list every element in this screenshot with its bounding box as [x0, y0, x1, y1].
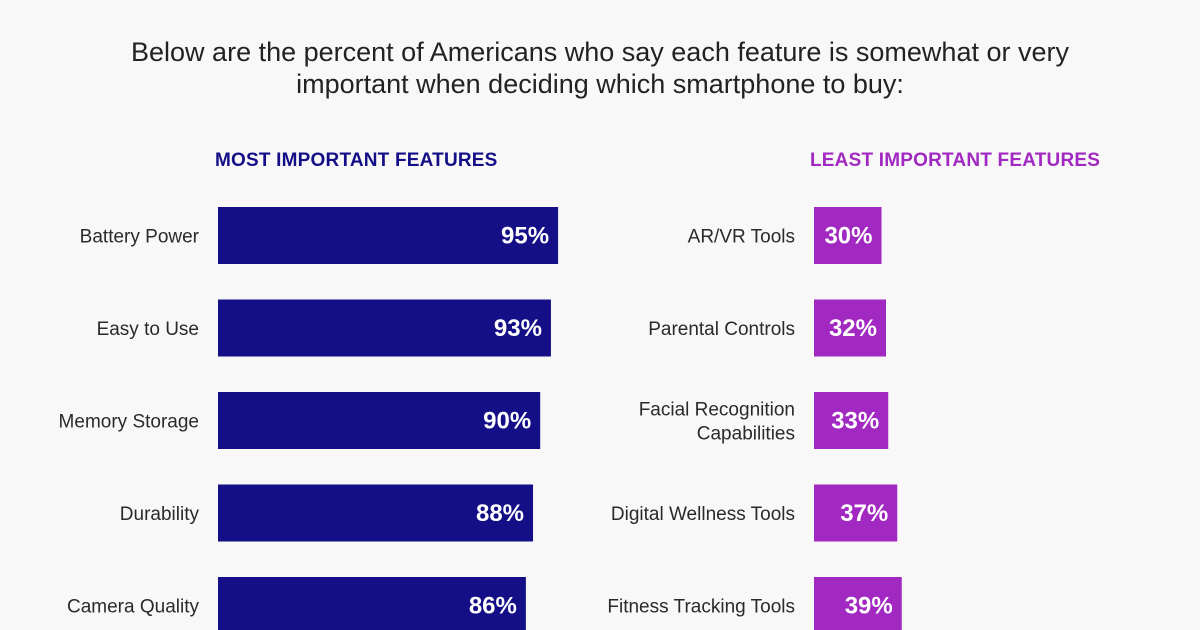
least-value-label-4: 37%: [840, 500, 888, 527]
least-important-panel-title: LEAST IMPORTANT FEATURES: [810, 150, 1101, 171]
least-value-label-5: 39%: [845, 593, 893, 620]
least-bar-2: [814, 299, 886, 357]
least-value-label-2: 32%: [829, 315, 877, 342]
most-value-label-4: 88%: [476, 500, 524, 527]
least-bar-1: [814, 207, 882, 264]
most-important-panel-title: MOST IMPORTANT FEATURES: [215, 150, 498, 171]
most-category-label-2: Easy to Use: [97, 319, 199, 340]
most-value-label-1: 95%: [501, 223, 549, 250]
most-bar-5: [218, 577, 526, 630]
most-value-label-3: 90%: [483, 408, 531, 435]
least-value-label-1: 30%: [824, 223, 872, 250]
most-bar-3: [218, 392, 541, 449]
least-category-label-1: AR/VR Tools: [688, 227, 795, 248]
most-category-label-3: Memory Storage: [59, 412, 199, 433]
most-bar-2: [218, 299, 551, 357]
least-bar-3: [814, 392, 889, 449]
chart-title: Below are the percent of Americans who s…: [0, 36, 1200, 100]
most-category-label-1: Battery Power: [80, 227, 200, 248]
most-value-label-2: 93%: [494, 315, 542, 342]
chart-title-line-2: important when deciding which smartphone…: [296, 69, 904, 99]
most-category-label-4: Durability: [120, 504, 200, 525]
chart-title-line-1: Below are the percent of Americans who s…: [131, 37, 1069, 67]
least-category-label-2: Parental Controls: [648, 319, 795, 340]
least-category-label-5: Fitness Tracking Tools: [607, 597, 795, 618]
least-bar-4: [814, 484, 898, 542]
most-bar-4: [218, 484, 534, 542]
most-value-label-5: 86%: [469, 593, 517, 620]
most-category-label-5: Camera Quality: [67, 597, 199, 618]
least-value-label-3: 33%: [831, 408, 879, 435]
most-bar-1: [218, 207, 559, 264]
least-category-label-3: Facial Recognition Capabilities: [639, 400, 795, 445]
least-bar-5: [814, 577, 902, 630]
least-category-label-4: Digital Wellness Tools: [611, 504, 795, 525]
